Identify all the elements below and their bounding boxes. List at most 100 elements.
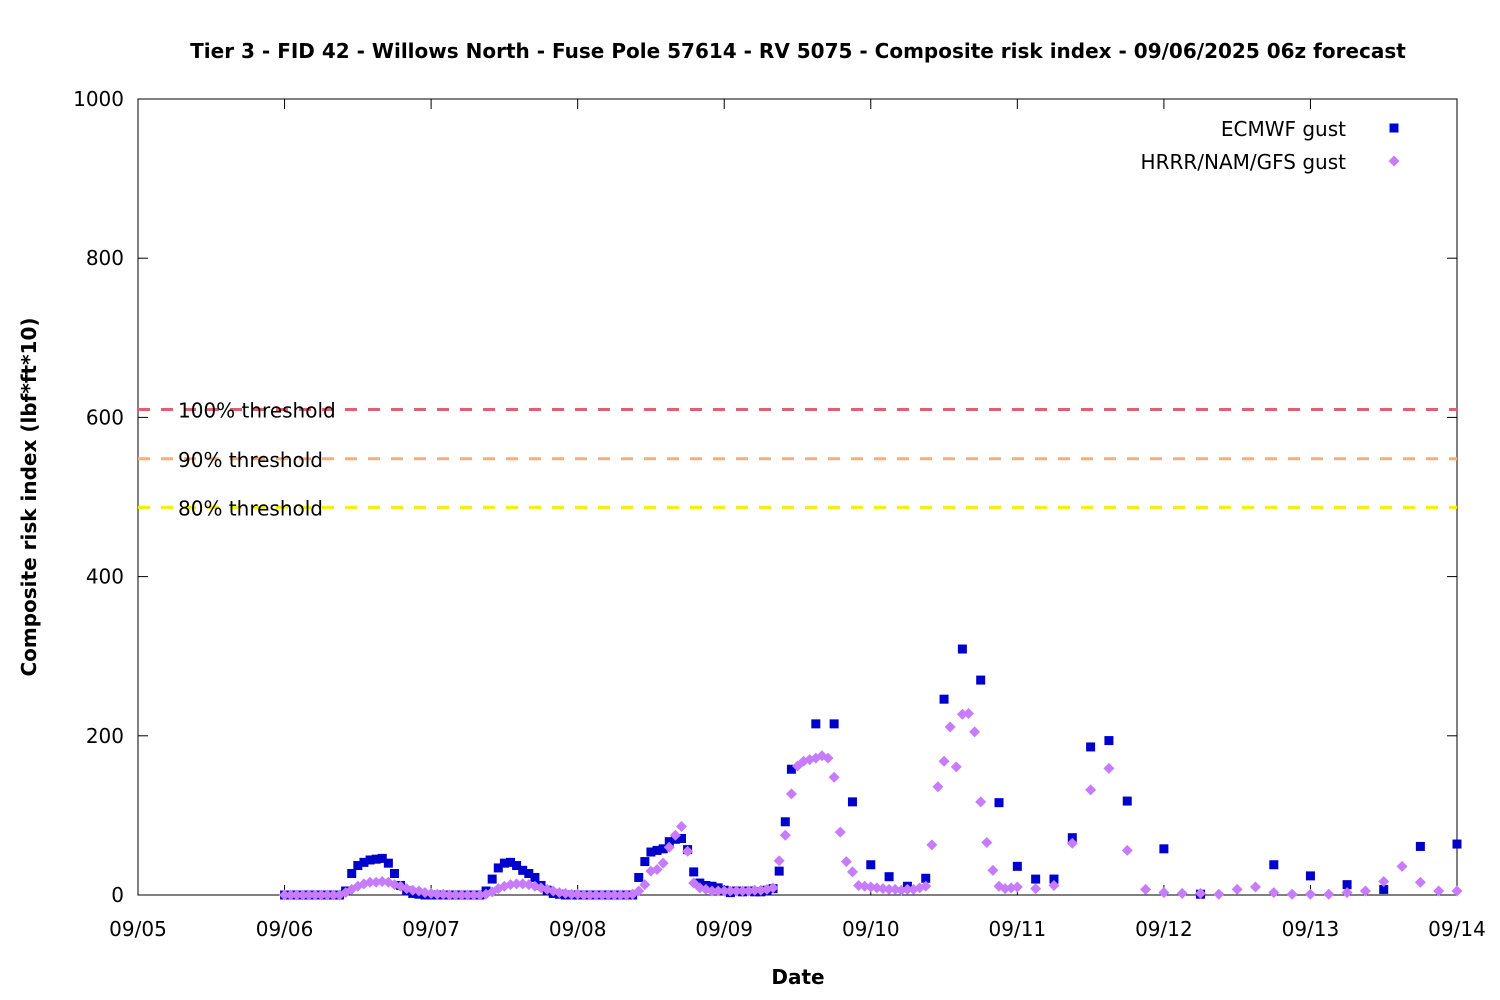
hrrr-point [578, 889, 590, 901]
hrrr-point [1396, 860, 1408, 872]
hrrr-point [1195, 887, 1207, 899]
hrrr-point [1048, 879, 1060, 891]
hrrr-point [706, 885, 718, 897]
hrrr-point [639, 879, 651, 891]
legend-diamond-marker [1388, 155, 1400, 167]
y-tick-label: 200 [86, 724, 124, 748]
hrrr-point [932, 781, 944, 793]
x-tick-label: 09/10 [842, 917, 900, 941]
ecmwf-point [1379, 884, 1389, 894]
hrrr-point [975, 796, 987, 808]
y-axis-label: Composite risk index (lbf*ft*10) [17, 317, 41, 676]
ecmwf-point [646, 847, 656, 857]
hrrr-point [1286, 888, 1298, 900]
hrrr-point [291, 889, 303, 901]
hrrr-point [596, 889, 608, 901]
hrrr-point [1121, 844, 1133, 856]
ecmwf-point [976, 675, 986, 685]
ecmwf-point [518, 865, 528, 875]
hrrr-point [443, 889, 455, 901]
ecmwf-point [774, 866, 784, 876]
ecmwf-point [353, 861, 363, 871]
hrrr-point [364, 876, 376, 888]
hrrr-point [657, 857, 669, 869]
ecmwf-point [1012, 861, 1022, 871]
hrrr-point [309, 889, 321, 901]
hrrr-point [730, 885, 742, 897]
hrrr-point [773, 855, 785, 867]
hrrr-point [779, 829, 791, 841]
hrrr-point [1414, 876, 1426, 888]
y-tick-label: 0 [111, 883, 124, 907]
hrrr-point [468, 889, 480, 901]
hrrr-point [297, 889, 309, 901]
chart-title: Tier 3 - FID 42 - Willows North - Fuse P… [190, 39, 1406, 63]
hrrr-point [1359, 885, 1371, 897]
ecmwf-point [1104, 736, 1114, 746]
hrrr-point [669, 829, 681, 841]
ecmwf-point [994, 798, 1004, 808]
hrrr-point [450, 889, 462, 901]
ecmwf-point [1269, 860, 1279, 870]
legend-label: HRRR/NAM/GFS gust [1141, 150, 1347, 174]
ecmwf-point [1049, 874, 1059, 884]
hrrr-point [737, 885, 749, 897]
hrrr-point [682, 845, 694, 857]
hrrr-point [749, 884, 761, 896]
hrrr-point [1249, 881, 1261, 893]
ecmwf-point [1415, 841, 1425, 851]
ecmwf-point [377, 853, 387, 863]
ecmwf-point [921, 873, 931, 883]
ecmwf-point [658, 844, 668, 854]
y-tick-label: 800 [86, 246, 124, 270]
hrrr-point [1030, 883, 1042, 895]
hrrr-point [1158, 887, 1170, 899]
hrrr-point [1304, 888, 1316, 900]
hrrr-point [926, 839, 938, 851]
axis-ticks: 0 200 400 600 800 1000 09/05 09/06 09/07 09/08 09/… [73, 87, 1486, 941]
ecmwf-point [689, 867, 699, 877]
hrrr-point [1085, 784, 1097, 796]
x-tick-label: 09/07 [402, 917, 460, 941]
hrrr-point [1433, 885, 1445, 897]
hrrr-point [675, 821, 687, 833]
ecmwf-point [1067, 833, 1077, 843]
ecmwf-point [939, 694, 949, 704]
legend-square-marker [1389, 123, 1399, 133]
hrrr-point [1231, 883, 1243, 895]
hrrr-point [718, 885, 730, 897]
hrrr-point [987, 864, 999, 876]
ecmwf-point [786, 764, 796, 774]
x-tick-label: 09/06 [256, 917, 314, 941]
hrrr-point [651, 864, 663, 876]
hrrr-point [785, 788, 797, 800]
hrrr-point [584, 889, 596, 901]
ecmwf-point [512, 861, 522, 871]
hrrr-point [614, 889, 626, 901]
hrrr-point [608, 889, 620, 901]
x-axis-label: Date [771, 965, 824, 989]
hrrr-point [969, 726, 981, 738]
ecmwf-point [365, 855, 375, 865]
hrrr-point [834, 826, 846, 838]
hrrr-point [1176, 887, 1188, 899]
ecmwf-point [389, 869, 399, 879]
ecmwf-point [664, 837, 674, 847]
hrrr-point [901, 883, 913, 895]
ecmwf-point [499, 858, 509, 868]
x-tick-label: 09/11 [989, 917, 1047, 941]
threshold-lines: 100% threshold 90% threshold 80% threshold [138, 398, 1457, 520]
hrrr-point [944, 721, 956, 733]
legend-label: ECMWF gust [1221, 117, 1346, 141]
hrrr-point [981, 836, 993, 848]
hrrr-point [883, 883, 895, 895]
x-tick-label: 09/09 [695, 917, 753, 941]
hrrr-point [303, 889, 315, 901]
hrrr-point [315, 889, 327, 901]
ecmwf-point [530, 872, 540, 882]
hrrr-point [1103, 762, 1115, 774]
ecmwf-point [1122, 796, 1132, 806]
x-tick-label: 09/05 [109, 917, 167, 941]
ecmwf-point [1342, 880, 1352, 890]
hrrr-point [1268, 887, 1280, 899]
